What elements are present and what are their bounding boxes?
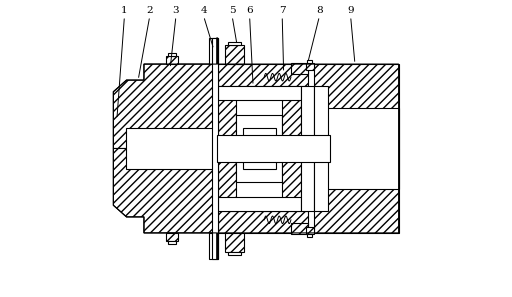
Bar	[236, 115, 282, 182]
Text: 1: 1	[121, 6, 128, 15]
Text: 5: 5	[229, 6, 236, 15]
Bar	[218, 64, 308, 86]
Bar	[212, 38, 218, 259]
Bar	[167, 53, 176, 56]
Text: 2: 2	[146, 6, 153, 15]
Text: 9: 9	[347, 6, 354, 15]
Bar	[228, 42, 242, 45]
Bar	[282, 99, 301, 198]
Bar	[218, 197, 301, 211]
Bar	[307, 60, 312, 63]
Text: 4: 4	[200, 6, 207, 15]
Bar	[166, 233, 178, 241]
Bar	[301, 86, 314, 211]
Polygon shape	[113, 148, 217, 233]
Bar	[218, 86, 301, 100]
Text: 3: 3	[173, 6, 179, 15]
Polygon shape	[314, 148, 399, 233]
Polygon shape	[314, 64, 399, 148]
Text: 8: 8	[316, 6, 323, 15]
Bar	[166, 56, 178, 64]
Bar	[228, 252, 242, 255]
Bar	[306, 227, 314, 234]
Bar	[307, 234, 312, 237]
Bar	[167, 241, 176, 244]
Bar	[306, 63, 314, 70]
Bar	[291, 63, 308, 74]
Bar	[291, 223, 308, 234]
Bar	[209, 233, 218, 259]
Polygon shape	[113, 64, 217, 148]
Bar	[126, 128, 217, 169]
Bar	[225, 233, 244, 252]
Bar	[209, 38, 218, 64]
Bar	[218, 211, 308, 233]
Bar	[225, 45, 244, 64]
Bar	[218, 99, 237, 198]
Bar	[243, 128, 276, 169]
Bar	[327, 108, 399, 189]
Bar	[314, 86, 328, 211]
Bar	[217, 135, 330, 162]
Text: 6: 6	[246, 6, 253, 15]
Text: 7: 7	[279, 6, 286, 15]
